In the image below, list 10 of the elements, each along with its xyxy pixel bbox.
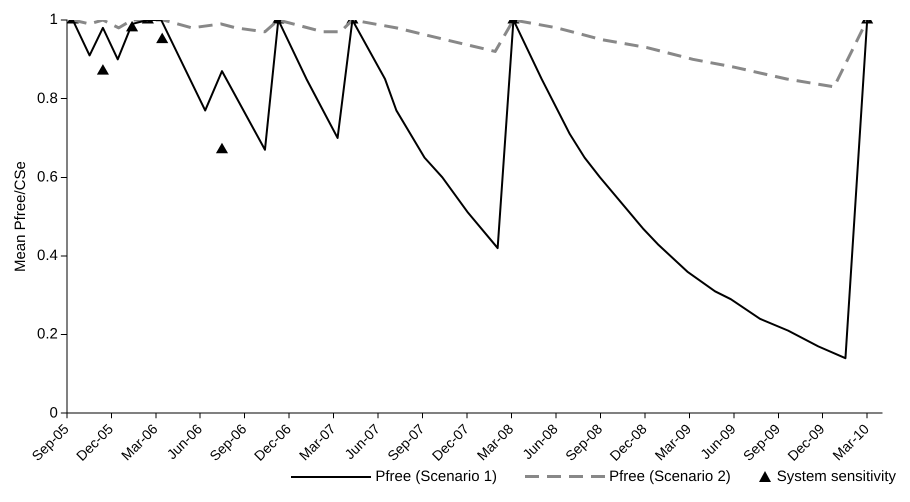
legend-label: Pfree (Scenario 1)	[375, 468, 498, 485]
y-tick-label: 0	[50, 404, 58, 422]
y-tick-label: 0.2	[36, 326, 58, 343]
y-tick-label: 0.6	[36, 168, 58, 186]
legend-label: System sensitivity	[776, 468, 896, 485]
y-axis-title: Mean Pfree/CSe	[12, 161, 30, 272]
legend-label: Pfree (Scenario 2)	[609, 468, 731, 485]
y-tick-label: 0.4	[36, 247, 58, 264]
y-tick-label: 0.8	[36, 90, 58, 107]
y-tick-label: 1	[50, 11, 58, 28]
